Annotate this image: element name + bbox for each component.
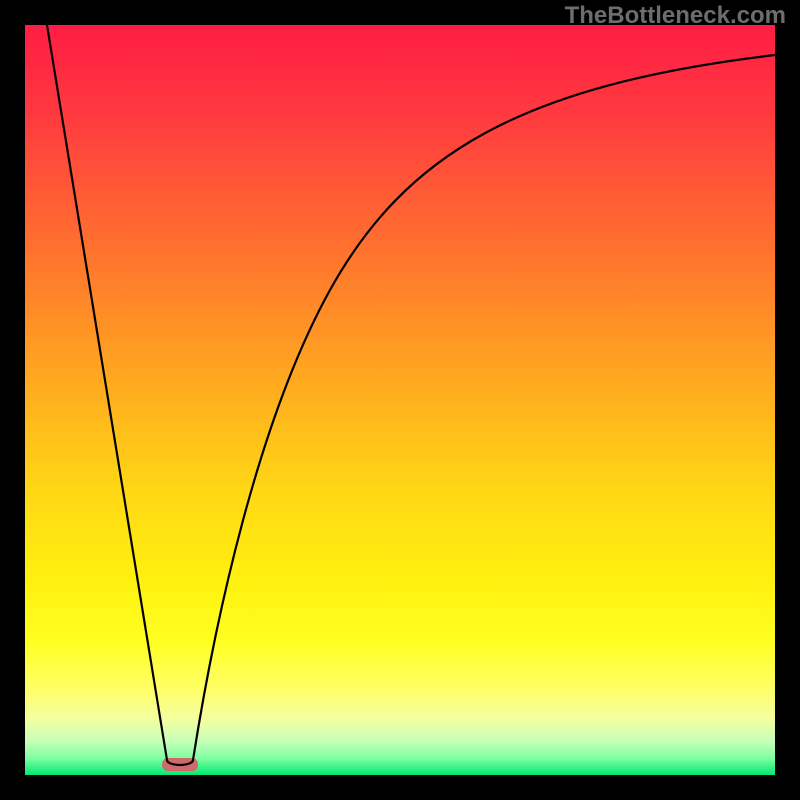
plot-area <box>25 25 775 775</box>
watermark-text: TheBottleneck.com <box>565 2 786 30</box>
chart-svg <box>0 0 800 800</box>
chart-container: TheBottleneck.com <box>0 0 800 800</box>
